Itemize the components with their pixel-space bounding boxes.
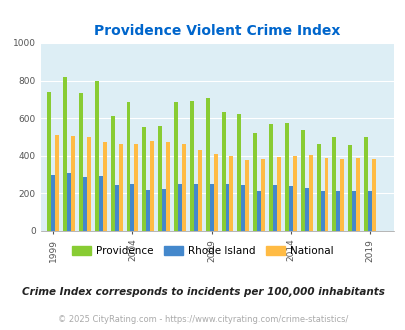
Bar: [47, 92, 51, 231]
Bar: [316, 145, 320, 231]
Bar: [288, 186, 292, 231]
Bar: [126, 102, 130, 231]
Bar: [190, 101, 193, 231]
Bar: [111, 116, 114, 231]
Bar: [146, 190, 150, 231]
Bar: [83, 178, 87, 231]
Bar: [276, 157, 280, 231]
Bar: [95, 81, 98, 231]
Bar: [55, 135, 59, 231]
Text: © 2025 CityRating.com - https://www.cityrating.com/crime-statistics/: © 2025 CityRating.com - https://www.city…: [58, 315, 347, 324]
Bar: [308, 155, 312, 231]
Bar: [51, 175, 55, 231]
Bar: [324, 158, 328, 231]
Bar: [284, 123, 288, 231]
Bar: [336, 190, 339, 231]
Bar: [320, 190, 324, 231]
Bar: [114, 185, 118, 231]
Bar: [347, 146, 352, 231]
Bar: [79, 93, 83, 231]
Bar: [209, 183, 213, 231]
Bar: [177, 184, 181, 231]
Bar: [253, 133, 257, 231]
Bar: [63, 77, 67, 231]
Bar: [292, 156, 296, 231]
Bar: [181, 144, 185, 231]
Bar: [300, 130, 304, 231]
Bar: [197, 150, 201, 231]
Bar: [67, 173, 71, 231]
Bar: [245, 159, 249, 231]
Text: Crime Index corresponds to incidents per 100,000 inhabitants: Crime Index corresponds to incidents per…: [21, 287, 384, 297]
Bar: [355, 158, 359, 231]
Bar: [225, 184, 229, 231]
Bar: [166, 142, 170, 231]
Bar: [241, 185, 245, 231]
Bar: [71, 136, 75, 231]
Bar: [332, 137, 336, 231]
Bar: [221, 112, 225, 231]
Bar: [102, 142, 107, 231]
Bar: [142, 127, 146, 231]
Bar: [150, 141, 154, 231]
Bar: [339, 159, 343, 231]
Bar: [352, 191, 355, 231]
Bar: [193, 183, 197, 231]
Bar: [260, 159, 264, 231]
Bar: [273, 185, 276, 231]
Bar: [237, 115, 241, 231]
Title: Providence Violent Crime Index: Providence Violent Crime Index: [94, 23, 339, 38]
Bar: [205, 98, 209, 231]
Bar: [367, 190, 371, 231]
Bar: [257, 190, 260, 231]
Bar: [304, 188, 308, 231]
Bar: [174, 102, 177, 231]
Bar: [87, 137, 91, 231]
Bar: [130, 184, 134, 231]
Bar: [229, 156, 233, 231]
Legend: Providence, Rhode Island, National: Providence, Rhode Island, National: [68, 242, 337, 260]
Bar: [118, 144, 122, 231]
Bar: [363, 137, 367, 231]
Bar: [269, 124, 273, 231]
Bar: [98, 177, 102, 231]
Bar: [158, 126, 162, 231]
Bar: [134, 144, 138, 231]
Bar: [162, 189, 166, 231]
Bar: [371, 159, 375, 231]
Bar: [213, 154, 217, 231]
